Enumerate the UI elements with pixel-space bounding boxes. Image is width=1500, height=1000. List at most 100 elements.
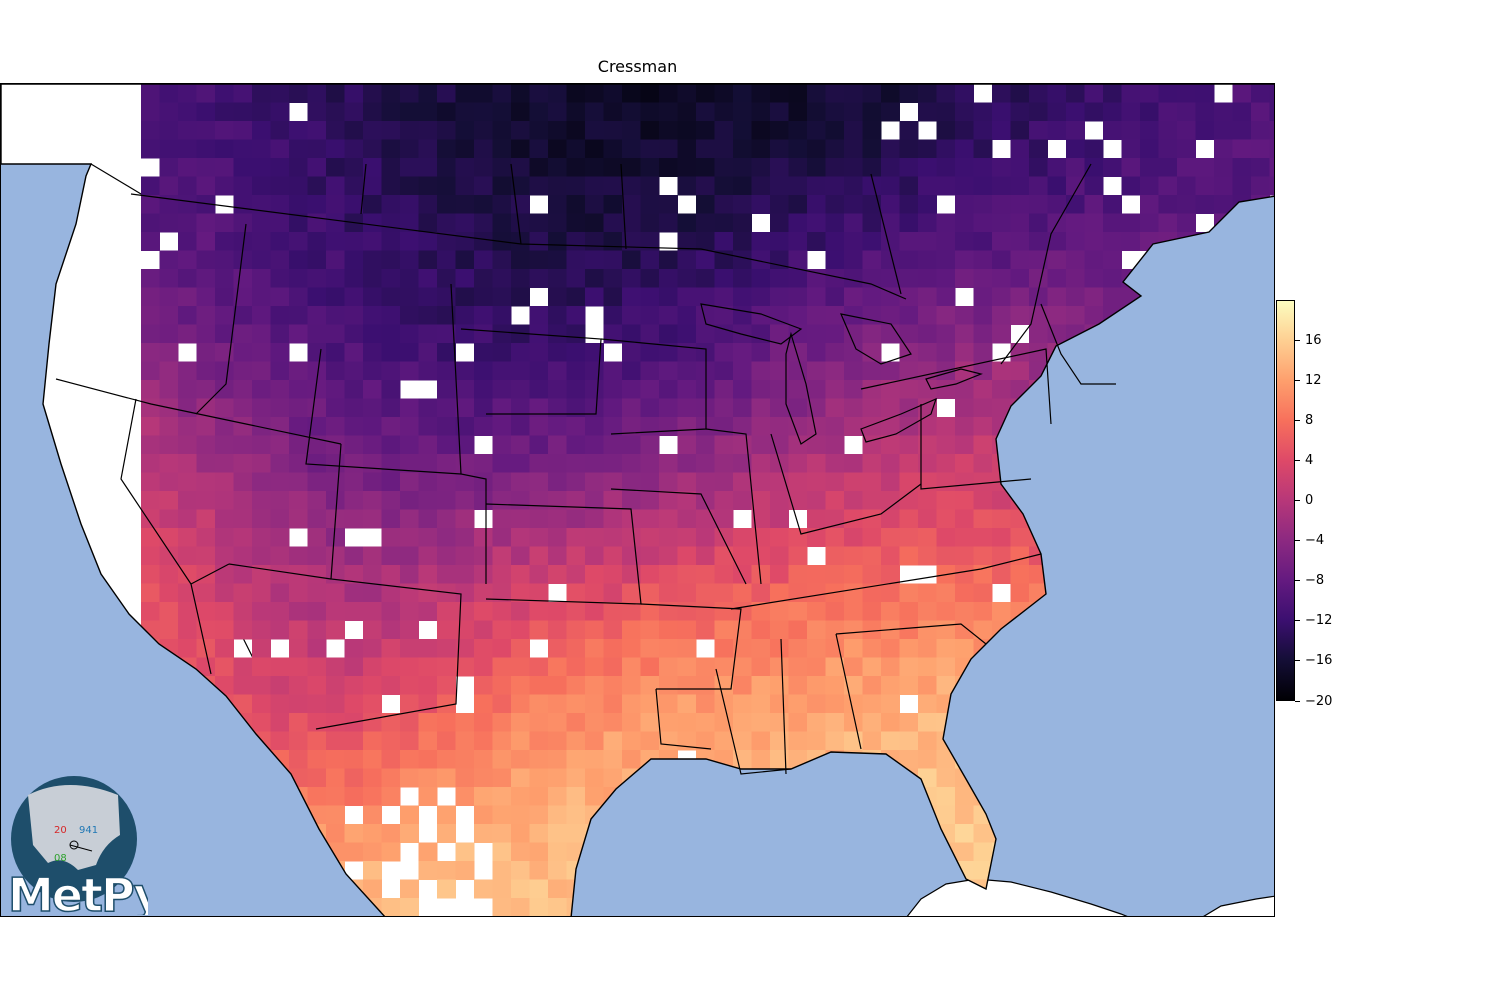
grid-cell bbox=[511, 417, 530, 436]
grid-cell bbox=[326, 750, 345, 769]
grid-cell bbox=[363, 250, 382, 270]
grid-cell bbox=[1103, 84, 1122, 103]
grid-cell bbox=[770, 583, 789, 603]
grid-cell bbox=[529, 750, 549, 769]
grid-cell bbox=[936, 306, 956, 325]
grid-cell bbox=[215, 583, 234, 603]
grid-cell bbox=[363, 102, 382, 122]
grid-cell bbox=[640, 139, 660, 159]
grid-cell bbox=[899, 454, 919, 473]
grid-cell bbox=[825, 657, 845, 677]
grid-cell bbox=[936, 324, 956, 344]
grid-cell bbox=[1121, 102, 1141, 122]
grid-cell bbox=[252, 343, 271, 362]
grid-cell bbox=[825, 639, 845, 658]
grid-cell bbox=[400, 879, 419, 899]
grid-cell bbox=[344, 842, 364, 862]
grid-cell bbox=[566, 435, 586, 455]
grid-cell bbox=[381, 139, 401, 159]
grid-cell bbox=[992, 324, 1011, 344]
grid-cell bbox=[566, 232, 586, 251]
grid-cell bbox=[973, 602, 993, 621]
grid-cell bbox=[751, 491, 771, 510]
grid-cell bbox=[270, 195, 290, 214]
grid-cell bbox=[548, 343, 567, 362]
grid-cell bbox=[640, 602, 660, 621]
grid-cell bbox=[1251, 917, 1270, 918]
grid-cell bbox=[511, 435, 530, 455]
grid-cell bbox=[862, 731, 882, 751]
grid-cell bbox=[289, 269, 308, 288]
grid-cell bbox=[955, 343, 974, 362]
grid-cell bbox=[751, 435, 771, 455]
grid-cell bbox=[381, 324, 401, 344]
grid-cell bbox=[418, 528, 438, 547]
grid-cell bbox=[788, 250, 808, 270]
grid-cell bbox=[233, 491, 253, 510]
grid-cell bbox=[881, 232, 900, 251]
grid-cell bbox=[936, 417, 956, 436]
grid-cell bbox=[640, 731, 660, 751]
grid-cell bbox=[418, 324, 438, 344]
grid-cell bbox=[215, 472, 234, 492]
grid-cell bbox=[714, 639, 734, 658]
grid-cell bbox=[825, 454, 845, 473]
grid-cell bbox=[899, 713, 919, 732]
grid-cell bbox=[289, 250, 308, 270]
grid-cell bbox=[492, 528, 512, 547]
grid-cell bbox=[455, 639, 475, 658]
grid-cell bbox=[659, 139, 678, 159]
grid-cell bbox=[862, 269, 882, 288]
map-panel[interactable] bbox=[0, 83, 1275, 917]
grid-cell bbox=[677, 491, 697, 510]
grid-cell bbox=[1047, 195, 1067, 214]
grid-cell bbox=[511, 121, 530, 140]
grid-cell bbox=[862, 713, 882, 732]
grid-cell bbox=[344, 546, 364, 566]
grid-cell bbox=[881, 731, 900, 751]
grid-cell bbox=[381, 232, 401, 251]
grid-cell bbox=[492, 454, 512, 473]
grid-cell bbox=[455, 287, 475, 307]
grid-cell bbox=[326, 805, 345, 825]
grid-cell bbox=[899, 380, 919, 399]
grid-cell bbox=[733, 639, 752, 658]
grid-cell bbox=[289, 139, 308, 159]
grid-cell bbox=[1084, 195, 1104, 214]
grid-cell bbox=[936, 435, 956, 455]
grid-cell bbox=[585, 361, 604, 381]
grid-cell bbox=[936, 232, 956, 251]
grid-cell bbox=[233, 565, 253, 584]
grid-cell bbox=[733, 195, 752, 214]
grid-cell bbox=[307, 306, 327, 325]
grid-cell bbox=[215, 121, 234, 140]
grid-cell bbox=[529, 509, 549, 529]
grid-cell bbox=[659, 528, 678, 547]
grid-cell bbox=[603, 546, 623, 566]
grid-cell bbox=[437, 213, 456, 233]
grid-cell bbox=[363, 472, 382, 492]
grid-cell bbox=[788, 713, 808, 732]
grid-cell bbox=[492, 657, 512, 677]
grid-cell bbox=[178, 546, 197, 566]
grid-cell bbox=[178, 602, 197, 621]
grid-cell bbox=[381, 269, 401, 288]
grid-cell bbox=[1066, 176, 1085, 196]
grid-cell bbox=[918, 676, 937, 695]
grid-cell bbox=[733, 139, 752, 159]
grid-cell bbox=[400, 324, 419, 344]
grid-cell bbox=[622, 602, 641, 621]
grid-cell bbox=[918, 324, 937, 344]
grid-cell bbox=[1010, 195, 1030, 214]
grid-cell bbox=[973, 491, 993, 510]
grid-cell bbox=[770, 269, 789, 288]
grid-cell bbox=[714, 84, 734, 103]
grid-cell bbox=[529, 176, 549, 196]
grid-cell bbox=[844, 583, 863, 603]
grid-cell bbox=[455, 121, 475, 140]
grid-cell bbox=[862, 158, 882, 177]
grid-cell bbox=[529, 787, 549, 806]
grid-cell bbox=[733, 250, 752, 270]
grid-cell bbox=[788, 195, 808, 214]
grid-cell bbox=[677, 676, 697, 695]
